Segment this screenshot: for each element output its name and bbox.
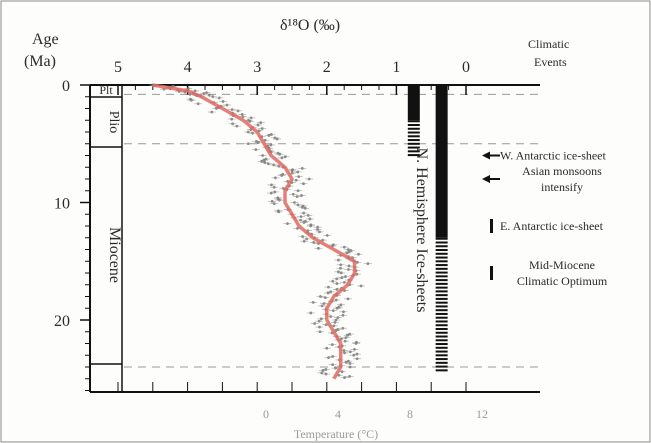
y-axis-label-age: Age [32, 31, 59, 48]
ice-sheet-bar-dash-0 [407, 120, 420, 123]
ice-sheet-bars [407, 85, 448, 372]
event-label-0: W. Antarctic ice-sheet [500, 149, 607, 163]
bottom-tick-label-4: 4 [335, 407, 341, 421]
event-label-1-line2: intensify [541, 180, 583, 194]
y-tick-label-10: 10 [54, 196, 70, 213]
top-tick-label-1: 1 [392, 59, 400, 76]
ice-sheet-bar-dash-1 [435, 335, 448, 338]
ice-sheet-bar-dash-1 [435, 271, 448, 274]
ice-sheet-bar-dash-1 [435, 305, 448, 308]
ice-sheet-bar-dash-1 [435, 316, 448, 319]
event-label-1-line1: Asian monsoons [522, 164, 602, 178]
ice-sheet-label: N. Hemisphere Ice-sheets [413, 148, 430, 313]
d18o-series [149, 83, 372, 380]
ice-sheet-bar-solid-0 [407, 85, 420, 121]
y-tick-label-20: 20 [54, 313, 70, 330]
ice-sheet-bar-dash-1 [435, 350, 448, 353]
ice-sheet-bar-dash-1 [435, 275, 448, 278]
ice-sheet-bar-dash-1 [435, 320, 448, 323]
bottom-tick-label-8: 8 [407, 407, 413, 421]
top-tick-label-4: 4 [184, 59, 192, 76]
ice-sheet-bar-dash-1 [435, 290, 448, 293]
ice-sheet-bar-dash-1 [435, 346, 448, 349]
climatic-events-header-1: Climatic [528, 37, 569, 51]
climatic-events-header-2: Events [534, 55, 567, 69]
top-tick-label-3: 3 [253, 59, 261, 76]
ice-sheet-bar-dash-0 [407, 124, 420, 127]
event-bar-3 [490, 266, 493, 280]
ice-sheet-bar-dash-1 [435, 301, 448, 304]
ice-sheet-bar-dash-0 [407, 142, 420, 145]
ice-sheet-bar-dash-1 [435, 324, 448, 327]
series-line [152, 83, 357, 380]
ice-sheet-bar-dash-1 [435, 260, 448, 263]
ice-sheet-bar-dash-1 [435, 279, 448, 282]
bottom-axis-label: Temperature (°C) [294, 427, 378, 441]
ice-sheet-bar-dash-1 [435, 343, 448, 346]
event-bar-2 [490, 219, 493, 233]
ice-sheet-bar-dash-1 [435, 312, 448, 315]
ice-sheet-bar-dash-1 [435, 237, 448, 240]
ice-sheet-bar-dash-1 [435, 297, 448, 300]
ice-sheet-bar-dash-0 [407, 139, 420, 142]
ice-sheet-bar-dash-1 [435, 309, 448, 312]
ice-sheet-bar-dash-1 [435, 264, 448, 267]
top-axis-label: δ¹⁸O (‰) [280, 17, 340, 34]
ice-sheet-bar-dash-0 [407, 131, 420, 134]
event-label-2: E. Antarctic ice-sheet [500, 219, 604, 233]
ice-sheet-bar-dash-0 [407, 135, 420, 138]
ice-sheet-bar-dash-1 [435, 294, 448, 297]
ice-sheet-bar-dash-1 [435, 282, 448, 285]
ice-sheet-bar-dash-1 [435, 245, 448, 248]
event-label-3-line1: Mid-Miocene [529, 258, 595, 272]
ice-sheet-bar-dash-0 [407, 154, 420, 157]
ice-sheet-bar-dash-1 [435, 361, 448, 364]
ice-sheet-bar-dash-1 [435, 365, 448, 368]
ice-sheet-bar-dash-1 [435, 327, 448, 330]
top-tick-label-0: 0 [462, 59, 470, 76]
epoch-label-plt: Plt [99, 83, 113, 97]
bottom-tick-label-0: 0 [263, 407, 269, 421]
event-arrowhead-1 [482, 175, 490, 183]
ice-sheet-bar-dash-1 [435, 241, 448, 244]
ice-sheet-bar-dash-0 [407, 146, 420, 149]
y-tick-label-0: 0 [62, 78, 70, 95]
epoch-label-plio: Plio [106, 111, 121, 134]
ice-sheet-bar-dash-1 [435, 339, 448, 342]
ice-sheet-bar-dash-1 [435, 256, 448, 259]
ice-sheet-bar-dash-0 [407, 127, 420, 130]
epoch-label-miocene: Miocene [106, 227, 123, 283]
y-axis-label-ma: (Ma) [24, 53, 56, 70]
ice-sheet-bar-solid-1 [435, 85, 448, 238]
ice-sheet-bar-dash-1 [435, 331, 448, 334]
ice-sheet-bar-dash-1 [435, 369, 448, 372]
ice-sheet-bar-dash-1 [435, 354, 448, 357]
ice-sheet-bar-dash-1 [435, 249, 448, 252]
bottom-tick-label-12: 12 [476, 407, 488, 421]
top-tick-label-2: 2 [323, 59, 331, 76]
ice-sheet-bar-dash-0 [407, 150, 420, 153]
event-arrowhead-0 [482, 151, 490, 160]
event-label-3-line2: Climatic Optimum [517, 274, 608, 288]
ice-sheet-bar-dash-1 [435, 252, 448, 255]
ice-sheet-bar-dash-1 [435, 267, 448, 270]
top-tick-label-5: 5 [114, 59, 122, 76]
ice-sheet-bar-dash-1 [435, 286, 448, 289]
ice-sheet-bar-dash-1 [435, 358, 448, 361]
